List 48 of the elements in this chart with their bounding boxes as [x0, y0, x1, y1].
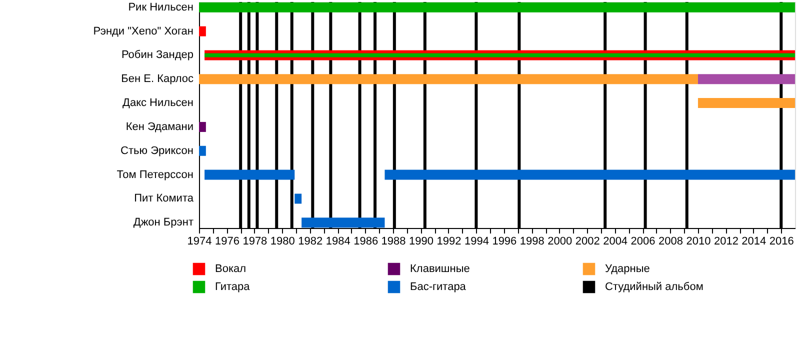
y-tick-label: Джон Брэнт — [133, 216, 194, 229]
y-tick-label: Бен Е. Карлос — [121, 73, 194, 86]
x-tick-label: 1976 — [214, 236, 240, 248]
bar — [199, 146, 206, 156]
legend-label: Ударные — [605, 263, 650, 275]
x-tick-label: 2012 — [714, 236, 738, 248]
bar — [698, 74, 795, 84]
bar — [199, 122, 206, 132]
bar — [204, 170, 295, 180]
x-tick-label: 1982 — [298, 236, 323, 248]
bar — [698, 98, 795, 108]
y-tick-label: Кен Эдамани — [126, 120, 194, 133]
bar — [294, 194, 302, 204]
y-tick-label: Рэнди "Xeno" Хоган — [93, 25, 194, 38]
bar — [302, 218, 385, 228]
y-tick-label: Робин Зандер — [121, 49, 194, 62]
x-tick-label: 2010 — [686, 236, 711, 248]
bar — [384, 170, 795, 180]
x-tick-label: 2016 — [769, 236, 794, 248]
x-tick-label: 1978 — [242, 236, 268, 248]
legend-label: Клавишные — [410, 263, 470, 275]
x-tick-label: 1980 — [270, 236, 295, 248]
y-tick-label: Том Петерссон — [116, 168, 194, 181]
y-tick-label: Стью Эриксон — [120, 144, 194, 157]
x-tick-label: 1992 — [436, 236, 462, 248]
x-tick-label: 2006 — [630, 236, 656, 248]
x-tick-label: 1990 — [409, 236, 434, 248]
x-tick-label: 1986 — [354, 236, 378, 248]
bar — [199, 74, 698, 84]
legend-label: Студийный альбом — [605, 281, 704, 293]
x-tick-label: 2004 — [603, 236, 628, 248]
x-tick-label: 2002 — [575, 236, 600, 248]
x-tick-label: 2000 — [548, 236, 572, 248]
x-tick-label: 1994 — [464, 236, 489, 248]
y-tick-label: Пит Комита — [134, 192, 194, 205]
bar — [199, 26, 206, 36]
x-tick-label: 2014 — [742, 236, 766, 248]
legend-label: Гитара — [215, 281, 251, 293]
legend-label: Бас-гитара — [410, 281, 467, 293]
y-tick-label: Дакс Нильсен — [122, 97, 194, 110]
x-tick-label: 2008 — [658, 236, 683, 248]
y-tick-label: Рик Нильсен — [128, 1, 194, 14]
x-tick-label: 1998 — [520, 236, 544, 248]
x-tick-label: 1996 — [492, 236, 517, 248]
x-tick-label: 1988 — [381, 236, 406, 248]
legend-label: Вокал — [215, 263, 246, 275]
x-tick-label: 1984 — [326, 236, 350, 248]
x-tick-label: 1974 — [187, 236, 212, 248]
